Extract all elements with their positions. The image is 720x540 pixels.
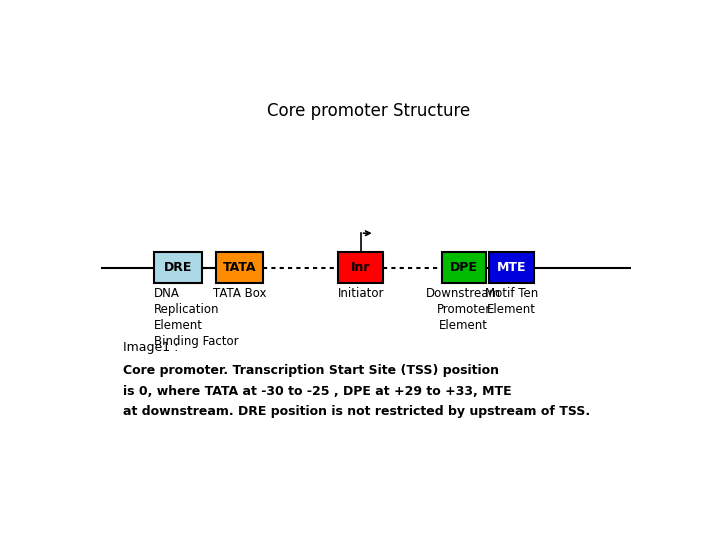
Bar: [215, 252, 263, 283]
Text: Motif Ten
Element: Motif Ten Element: [485, 287, 538, 316]
Text: DRE: DRE: [163, 261, 192, 274]
Text: Initiator: Initiator: [338, 287, 384, 300]
Bar: [338, 252, 383, 283]
Text: Image1 :: Image1 :: [124, 341, 179, 354]
Text: Core promoter. Transcription Start Site (TSS) position: Core promoter. Transcription Start Site …: [124, 364, 500, 377]
Text: at downstream. DRE position is not restricted by upstream of TSS.: at downstream. DRE position is not restr…: [124, 406, 590, 419]
Text: TATA Box: TATA Box: [213, 287, 266, 300]
Text: is 0, where TATA at -30 to -25 , DPE at +29 to +33, MTE: is 0, where TATA at -30 to -25 , DPE at …: [124, 384, 512, 397]
Text: DNA
Replication
Element
Binding Factor: DNA Replication Element Binding Factor: [154, 287, 239, 348]
Text: Inr: Inr: [351, 261, 370, 274]
Text: TATA: TATA: [222, 261, 256, 274]
Bar: [489, 252, 534, 283]
Text: Downstream
Promoter
Element: Downstream Promoter Element: [426, 287, 501, 332]
Bar: [154, 252, 202, 283]
Bar: [441, 252, 486, 283]
Text: DPE: DPE: [450, 261, 478, 274]
Text: Core promoter Structure: Core promoter Structure: [267, 102, 471, 119]
Text: MTE: MTE: [497, 261, 526, 274]
